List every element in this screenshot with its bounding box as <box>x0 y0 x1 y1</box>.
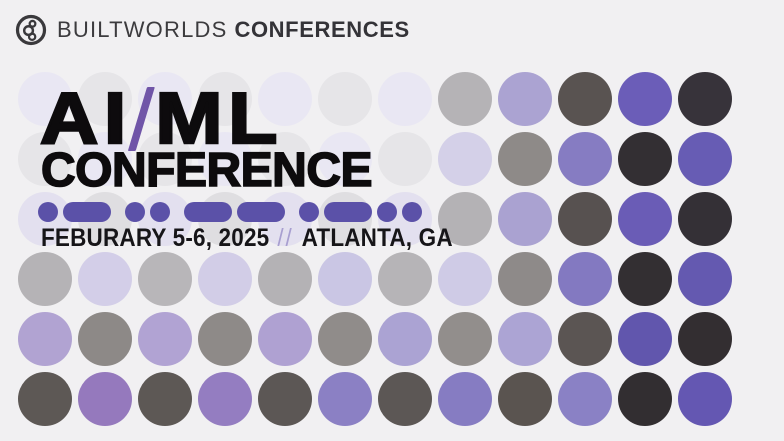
morse-row <box>38 202 422 222</box>
date-text: FEBURARY 5-6, 2025 <box>41 224 270 252</box>
morse-dot-icon <box>299 202 319 222</box>
grid-dot <box>318 372 372 426</box>
grid-dot <box>438 312 492 366</box>
grid-dot <box>678 312 732 366</box>
grid-dot <box>138 312 192 366</box>
morse-dot-icon <box>150 202 170 222</box>
grid-dot <box>198 132 252 186</box>
grid-dot <box>198 252 252 306</box>
title-ml: ML <box>154 79 284 159</box>
morse-dot-icon <box>377 202 397 222</box>
grid-dot <box>618 252 672 306</box>
title-conference: CONFERENCE <box>40 144 373 197</box>
morse-letter-group <box>125 202 170 222</box>
grid-dot <box>558 132 612 186</box>
grid-dot <box>498 252 552 306</box>
grid-dot <box>558 252 612 306</box>
morse-dot-icon <box>38 202 58 222</box>
grid-dot <box>258 252 312 306</box>
brand-conferences: CONFERENCES <box>234 17 410 42</box>
grid-dot <box>18 252 72 306</box>
morse-letter-group <box>299 202 422 222</box>
grid-dot <box>378 372 432 426</box>
morse-dash-icon <box>184 202 232 222</box>
grid-dot <box>258 132 312 186</box>
grid-dot <box>498 372 552 426</box>
grid-dot <box>78 132 132 186</box>
grid-dot <box>438 72 492 126</box>
page-title: AI ML <box>39 82 283 157</box>
grid-dot <box>198 312 252 366</box>
grid-dot <box>78 252 132 306</box>
grid-dot <box>558 372 612 426</box>
grid-dot <box>438 372 492 426</box>
grid-dot <box>378 72 432 126</box>
grid-dot <box>18 72 72 126</box>
title-slash-icon <box>127 87 155 151</box>
grid-dot <box>618 72 672 126</box>
morse-dash-icon <box>63 202 111 222</box>
grid-dot <box>498 72 552 126</box>
grid-dot <box>318 252 372 306</box>
morse-dot-icon <box>402 202 422 222</box>
grid-dot <box>378 312 432 366</box>
grid-dot <box>678 192 732 246</box>
morse-dash-icon <box>324 202 372 222</box>
grid-dot <box>678 132 732 186</box>
date-separator: // <box>277 224 294 252</box>
grid-dot <box>138 132 192 186</box>
grid-dot <box>18 372 72 426</box>
grid-dot <box>78 72 132 126</box>
grid-dot <box>378 132 432 186</box>
grid-dot <box>678 252 732 306</box>
grid-dot <box>498 132 552 186</box>
date-location-line: FEBURARY 5-6, 2025 // ATLANTA, GA <box>41 224 453 253</box>
grid-dot <box>318 72 372 126</box>
grid-dot <box>618 132 672 186</box>
builtworlds-rings-logo-icon <box>15 14 47 46</box>
grid-dot <box>498 192 552 246</box>
grid-dot <box>378 252 432 306</box>
location-text: ATLANTA, GA <box>301 224 453 252</box>
title-ai: AI <box>39 79 132 159</box>
grid-dot <box>258 312 312 366</box>
grid-dot <box>678 72 732 126</box>
header: BUILTWORLDS CONFERENCES <box>14 13 410 47</box>
grid-dot <box>558 312 612 366</box>
grid-dot <box>18 312 72 366</box>
brand-wordmark: BUILTWORLDS CONFERENCES <box>57 17 410 43</box>
grid-dot <box>678 372 732 426</box>
grid-dot <box>198 72 252 126</box>
grid-dot <box>138 372 192 426</box>
grid-dot <box>78 312 132 366</box>
grid-dot <box>318 132 372 186</box>
grid-dot <box>558 72 612 126</box>
grid-dot <box>78 372 132 426</box>
grid-dot <box>198 372 252 426</box>
brand-builtworlds: BUILTWORLDS <box>57 17 228 42</box>
grid-dot <box>618 192 672 246</box>
grid-dot <box>258 72 312 126</box>
morse-dot-icon <box>125 202 145 222</box>
morse-letter-group <box>38 202 111 222</box>
grid-dot <box>498 312 552 366</box>
grid-dot <box>18 132 72 186</box>
grid-dot <box>618 312 672 366</box>
grid-dot <box>438 252 492 306</box>
grid-dot <box>438 132 492 186</box>
grid-dot <box>618 372 672 426</box>
morse-dash-icon <box>237 202 285 222</box>
grid-dot <box>318 312 372 366</box>
grid-dot <box>138 252 192 306</box>
grid-dot <box>258 372 312 426</box>
morse-letter-group <box>184 202 285 222</box>
grid-dot <box>558 192 612 246</box>
grid-dot <box>438 192 492 246</box>
